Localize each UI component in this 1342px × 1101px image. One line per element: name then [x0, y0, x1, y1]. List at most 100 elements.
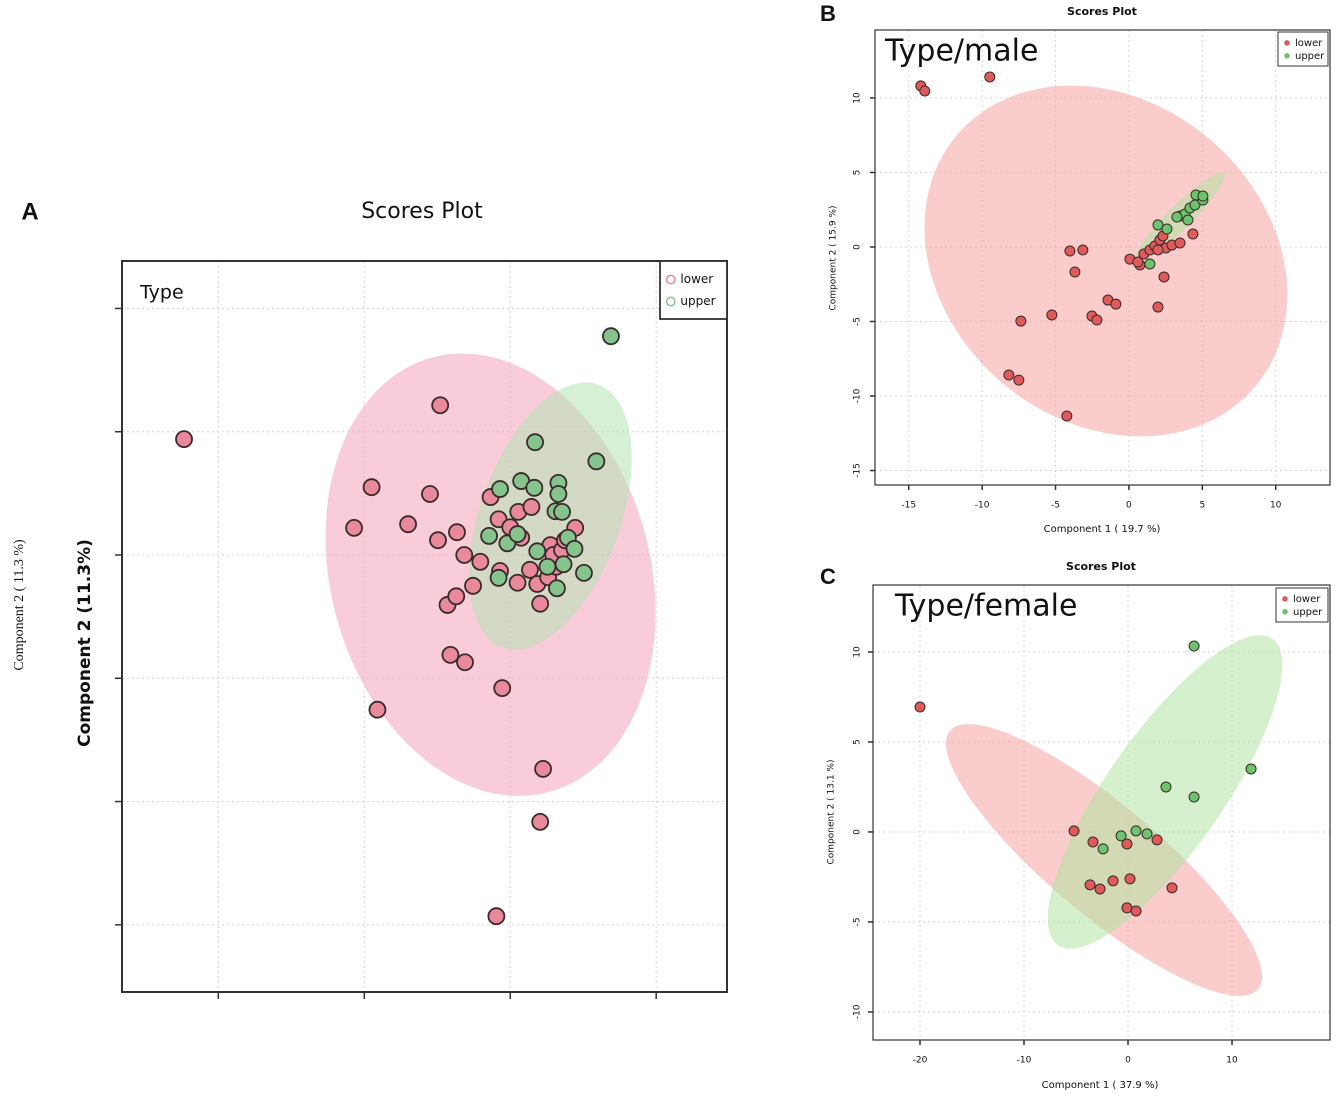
- point: [528, 542, 547, 561]
- point: [521, 560, 539, 579]
- point: [480, 526, 498, 545]
- point: [602, 327, 620, 346]
- point: [1121, 838, 1133, 850]
- point: [565, 539, 584, 558]
- legend-marker: [1284, 40, 1290, 46]
- point: [1182, 214, 1194, 226]
- legend-label: upper: [1293, 607, 1323, 618]
- point: [1152, 244, 1164, 256]
- legend-marker: [665, 274, 676, 285]
- point: [471, 552, 490, 571]
- point: [429, 531, 447, 550]
- point: [1130, 905, 1142, 917]
- point: [914, 701, 926, 713]
- legend-box: [659, 260, 728, 320]
- point: [522, 498, 541, 516]
- panel-label: C: [820, 564, 836, 589]
- point: [1187, 228, 1199, 240]
- point: [345, 518, 363, 537]
- point: [362, 478, 381, 497]
- point: [1094, 883, 1106, 895]
- x-tick-label: 0: [1125, 1056, 1131, 1066]
- point: [549, 485, 568, 503]
- point: [1110, 298, 1122, 310]
- y-tick-label: 5: [853, 739, 863, 745]
- point: [447, 587, 466, 606]
- x-tick-label: 10: [1270, 501, 1282, 511]
- point: [1097, 843, 1109, 855]
- legend-marker: [1282, 596, 1288, 602]
- panel-label: B: [820, 1, 836, 26]
- chart-title: Scores Plot: [1067, 5, 1137, 18]
- confidence-ellipse: [924, 85, 1288, 437]
- x-tick-label: 0: [1126, 501, 1132, 511]
- point: [1161, 223, 1173, 235]
- point: [1107, 875, 1119, 887]
- y-tick-label: 10: [853, 92, 863, 104]
- point: [1077, 244, 1089, 256]
- point: [508, 573, 527, 592]
- point: [1013, 374, 1025, 386]
- point: [984, 71, 996, 83]
- point: [1197, 190, 1209, 202]
- point: [464, 576, 482, 595]
- legend-label: upper: [680, 294, 715, 308]
- annotation: Type/male: [884, 34, 1038, 69]
- point: [1152, 219, 1164, 231]
- point: [1174, 237, 1186, 249]
- plot-frame: [872, 584, 1331, 1041]
- x-axis-label: Component 1 ( 37.9 %): [1042, 1080, 1159, 1091]
- point: [1130, 825, 1142, 837]
- x-axis-label: Component 1 ( 19.7 %): [1044, 524, 1161, 535]
- point: [525, 478, 544, 497]
- point: [1132, 256, 1144, 268]
- legend-marker: [1284, 53, 1290, 59]
- point: [1188, 791, 1200, 803]
- x-tick-label: 10: [1226, 1056, 1238, 1066]
- point: [554, 555, 573, 574]
- point: [399, 515, 417, 534]
- point: [1069, 266, 1081, 278]
- point: [175, 430, 193, 449]
- y-tick-label: -5: [853, 317, 863, 326]
- point: [1087, 836, 1099, 848]
- annotation: Type/female: [894, 589, 1077, 624]
- legend-label: lower: [1293, 594, 1321, 605]
- point: [1124, 873, 1136, 885]
- point: [1245, 763, 1257, 775]
- legend-box: [1275, 587, 1329, 623]
- y-tick-label: 10: [853, 646, 863, 658]
- point: [531, 812, 550, 831]
- point: [1188, 640, 1200, 652]
- point: [489, 568, 508, 587]
- point: [1121, 902, 1133, 914]
- point: [1171, 211, 1183, 223]
- panel-label: A: [21, 198, 38, 225]
- y-axis-label-shadow: Component 2 ( 11.3 %): [12, 539, 27, 671]
- point: [548, 579, 566, 598]
- point: [1141, 828, 1153, 840]
- point: [553, 502, 571, 521]
- chart-title: Scores Plot: [361, 199, 483, 224]
- point: [431, 396, 450, 415]
- point: [456, 653, 474, 672]
- x-tick-label: -10: [1017, 1056, 1032, 1066]
- point: [1151, 834, 1163, 846]
- legend-box: [1277, 31, 1329, 67]
- point: [491, 480, 509, 498]
- y-axis-label: Component 2 ( 13.1 %): [827, 759, 837, 864]
- point: [575, 563, 593, 582]
- x-tick-label: 5: [1199, 501, 1205, 511]
- point: [1003, 369, 1015, 381]
- legend-marker: [1282, 609, 1288, 615]
- point: [441, 645, 460, 664]
- point: [421, 485, 439, 503]
- y-tick-label: -15: [853, 463, 863, 478]
- point: [1091, 314, 1103, 326]
- plot-frame: [121, 260, 728, 993]
- y-tick-label: -10: [853, 388, 863, 403]
- point: [526, 433, 544, 452]
- y-axis-label: Component 2 (11.3%): [75, 539, 95, 747]
- x-tick-label: -20: [913, 1056, 928, 1066]
- legend-marker: [665, 296, 676, 307]
